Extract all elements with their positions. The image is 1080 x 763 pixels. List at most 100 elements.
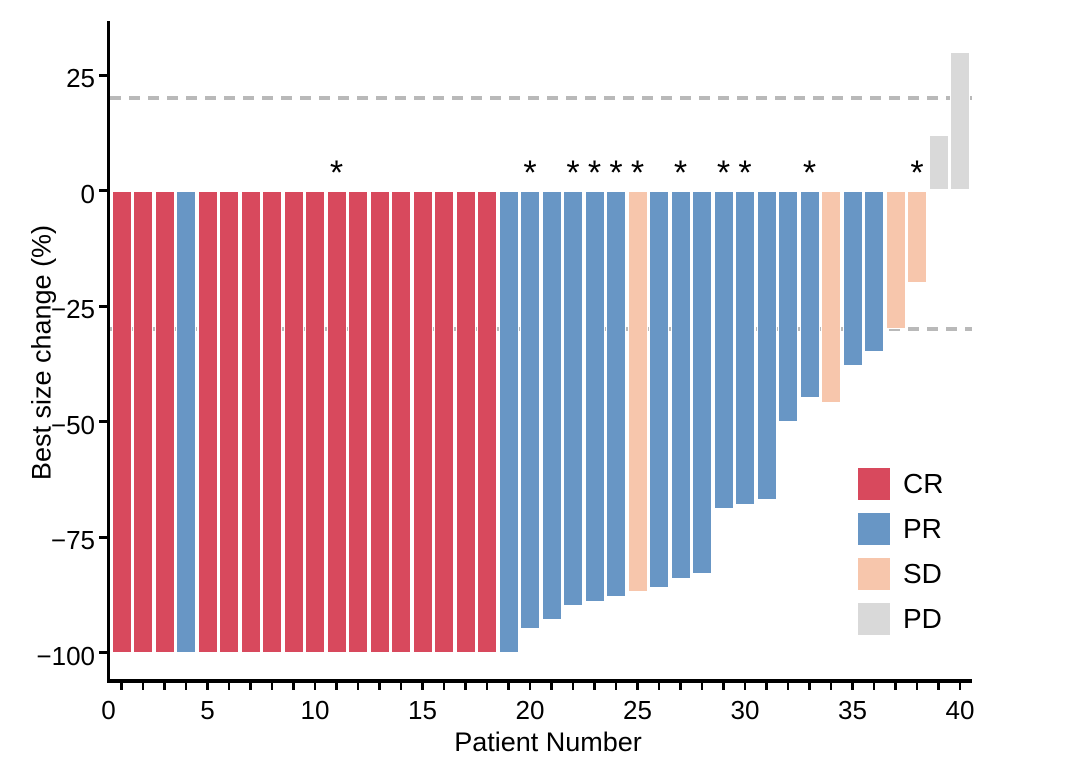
bar-patient-22	[563, 190, 583, 607]
y-axis-line	[107, 21, 110, 683]
bar-patient-34	[821, 190, 841, 404]
x-tick-label-20: 20	[515, 695, 545, 725]
bar-patient-31	[756, 190, 777, 501]
legend-label-sd: SD	[903, 558, 942, 589]
x-axis-line	[107, 679, 972, 683]
pd-color-swatch	[858, 603, 890, 635]
x-tick-label-0: 0	[101, 695, 116, 725]
bar-patient-3	[154, 190, 175, 653]
x-tick	[184, 682, 188, 690]
bar-patient-6	[219, 190, 239, 653]
x-tick-label-10: 10	[300, 695, 330, 725]
x-tick	[464, 682, 467, 690]
x-tick	[485, 682, 489, 690]
bar-patient-27	[670, 190, 691, 579]
sd-color-swatch	[858, 558, 890, 590]
x-tick	[894, 682, 897, 690]
x-tick-label-15: 15	[408, 695, 437, 725]
y-tick-label--25: −25	[50, 294, 95, 324]
legend-label-cr: CR	[903, 468, 944, 499]
x-tick	[743, 682, 747, 690]
x-axis-title: Patient Number	[454, 727, 642, 757]
bar-patient-9	[283, 190, 304, 653]
bar-patient-40	[950, 51, 970, 191]
x-tick	[378, 682, 381, 690]
bar-patient-35	[842, 190, 863, 367]
legend-label-pd: PD	[903, 603, 942, 634]
bar-patient-36	[864, 190, 884, 353]
legend-item-cr: CR	[858, 468, 943, 500]
x-tick	[292, 682, 295, 690]
x-tick-label-30: 30	[730, 695, 760, 725]
x-tick	[528, 682, 532, 690]
significance-asterisk: *	[609, 154, 623, 192]
bar-patient-26	[649, 190, 669, 588]
bar-patient-13	[369, 190, 390, 653]
significance-asterisk: *	[630, 154, 645, 192]
x-tick	[507, 682, 510, 690]
x-tick	[614, 682, 618, 690]
x-tick	[421, 682, 424, 690]
x-tick	[249, 682, 252, 690]
bar-patient-2	[133, 190, 153, 653]
x-tick	[227, 682, 231, 690]
bar-patient-30	[735, 190, 755, 505]
bar-patient-29	[713, 190, 734, 510]
x-tick	[872, 682, 876, 690]
bar-patient-32	[778, 190, 798, 422]
x-tick	[722, 682, 725, 690]
significance-asterisk: *	[716, 154, 731, 192]
significance-asterisk: *	[802, 154, 817, 192]
significance-asterisk: *	[329, 154, 344, 192]
x-tick	[786, 682, 790, 690]
bar-patient-20	[520, 190, 540, 630]
x-tick	[915, 682, 919, 690]
bar-patient-24	[606, 190, 626, 598]
x-tick-label-25: 25	[623, 695, 652, 725]
bar-patient-16	[434, 190, 454, 653]
x-tick	[356, 682, 360, 690]
y-tick	[99, 304, 107, 308]
x-tick	[120, 682, 123, 690]
legend-item-pr: PR	[858, 513, 943, 545]
x-tick	[700, 682, 704, 690]
significance-asterisk: *	[738, 154, 752, 192]
x-tick	[571, 682, 575, 690]
bar-patient-38	[907, 190, 927, 283]
x-tick	[851, 682, 854, 690]
y-tick-label--75: −75	[50, 525, 95, 555]
x-tick	[593, 682, 596, 690]
bar-patient-17	[455, 190, 476, 653]
legend-item-pd: PD	[858, 603, 943, 635]
x-tick	[163, 682, 166, 690]
legend-label-pr: PR	[903, 513, 942, 544]
x-tick	[206, 682, 209, 690]
cr-color-swatch	[858, 468, 890, 500]
bar-patient-10	[305, 190, 325, 653]
x-tick-label-40: 40	[945, 695, 975, 725]
y-tick-label-0: 0	[80, 178, 95, 209]
x-tick	[141, 682, 145, 690]
significance-asterisk: *	[587, 154, 602, 192]
bar-patient-7	[240, 190, 261, 653]
x-tick	[399, 682, 403, 690]
bar-patient-37	[885, 190, 906, 330]
bar-patient-15	[412, 190, 433, 653]
bar-patient-39	[928, 135, 949, 191]
y-tick-label--50: −50	[50, 409, 95, 440]
significance-asterisk: *	[523, 154, 537, 192]
legend-item-sd: SD	[858, 558, 943, 590]
legend: CR PR SD PD	[858, 468, 943, 648]
bar-patient-28	[692, 190, 712, 574]
y-tick	[99, 535, 107, 539]
x-tick	[550, 682, 553, 690]
bar-patient-18	[477, 190, 497, 653]
bar-patient-5	[197, 190, 218, 653]
x-tick	[679, 682, 682, 690]
y-tick	[99, 420, 107, 423]
bar-patient-21	[541, 190, 562, 621]
y-tick-label--100: −100	[36, 640, 95, 671]
y-tick	[99, 189, 107, 192]
x-tick	[937, 682, 940, 690]
